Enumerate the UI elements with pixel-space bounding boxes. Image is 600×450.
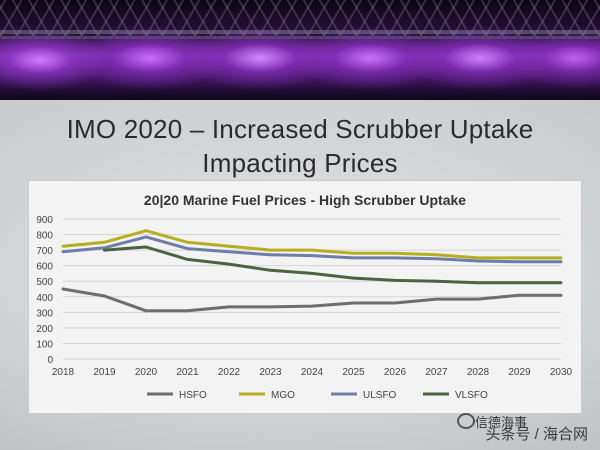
x-tick-label: 2019 — [93, 367, 116, 378]
y-tick-label: 400 — [36, 293, 53, 304]
legend-label-vlsfo: VLSFO — [455, 390, 488, 401]
x-tick-label: 2021 — [176, 367, 199, 378]
x-tick-label: 2025 — [342, 367, 365, 378]
x-tick-label: 2030 — [550, 367, 573, 378]
y-tick-label: 200 — [36, 324, 53, 335]
series-line-hsfo — [61, 287, 563, 313]
wechat-logo-icon — [457, 413, 475, 429]
y-tick-label: 700 — [36, 246, 53, 257]
slide-title-line1: IMO 2020 – Increased Scrubber Uptake — [66, 114, 534, 144]
chart-panel: 20|20 Marine Fuel Prices - High Scrubber… — [28, 180, 582, 414]
y-tick-label: 300 — [36, 308, 53, 319]
chart-title: 20|20 Marine Fuel Prices - High Scrubber… — [144, 192, 466, 208]
series-line-ulsfo — [61, 235, 563, 264]
legend-label-ulsfo: ULSFO — [363, 390, 397, 401]
series-line-vlsfo — [103, 245, 563, 285]
lighting-truss-bar — [0, 30, 600, 34]
series-line-mgo — [61, 229, 563, 260]
y-tick-label: 100 — [36, 339, 53, 350]
x-tick-label: 2020 — [135, 367, 158, 378]
x-tick-label: 2022 — [218, 367, 241, 378]
watermark-source: 头条号 / 海合网 — [485, 426, 588, 443]
y-tick-label: 900 — [36, 215, 53, 226]
stage-lighting-background — [0, 0, 600, 100]
lighting-truss — [0, 0, 600, 39]
x-tick-label: 2028 — [467, 367, 490, 378]
x-tick-label: 2029 — [508, 367, 531, 378]
x-tick-label: 2026 — [384, 367, 407, 378]
x-tick-label: 2024 — [301, 367, 324, 378]
y-tick-label: 600 — [36, 262, 53, 273]
fuel-price-line-chart: 20|20 Marine Fuel Prices - High Scrubber… — [36, 192, 573, 401]
legend-label-mgo: MGO — [271, 390, 295, 401]
watermark-brand: 信德海事 — [475, 415, 528, 430]
y-tick-label: 500 — [36, 277, 53, 288]
x-tick-label: 2018 — [52, 367, 75, 378]
slide-title-line2: Impacting Prices — [202, 148, 398, 178]
y-tick-label: 0 — [47, 355, 53, 366]
y-tick-label: 800 — [36, 231, 53, 242]
x-tick-label: 2023 — [259, 367, 282, 378]
legend-label-hsfo: HSFO — [179, 390, 207, 401]
x-tick-label: 2027 — [425, 367, 448, 378]
